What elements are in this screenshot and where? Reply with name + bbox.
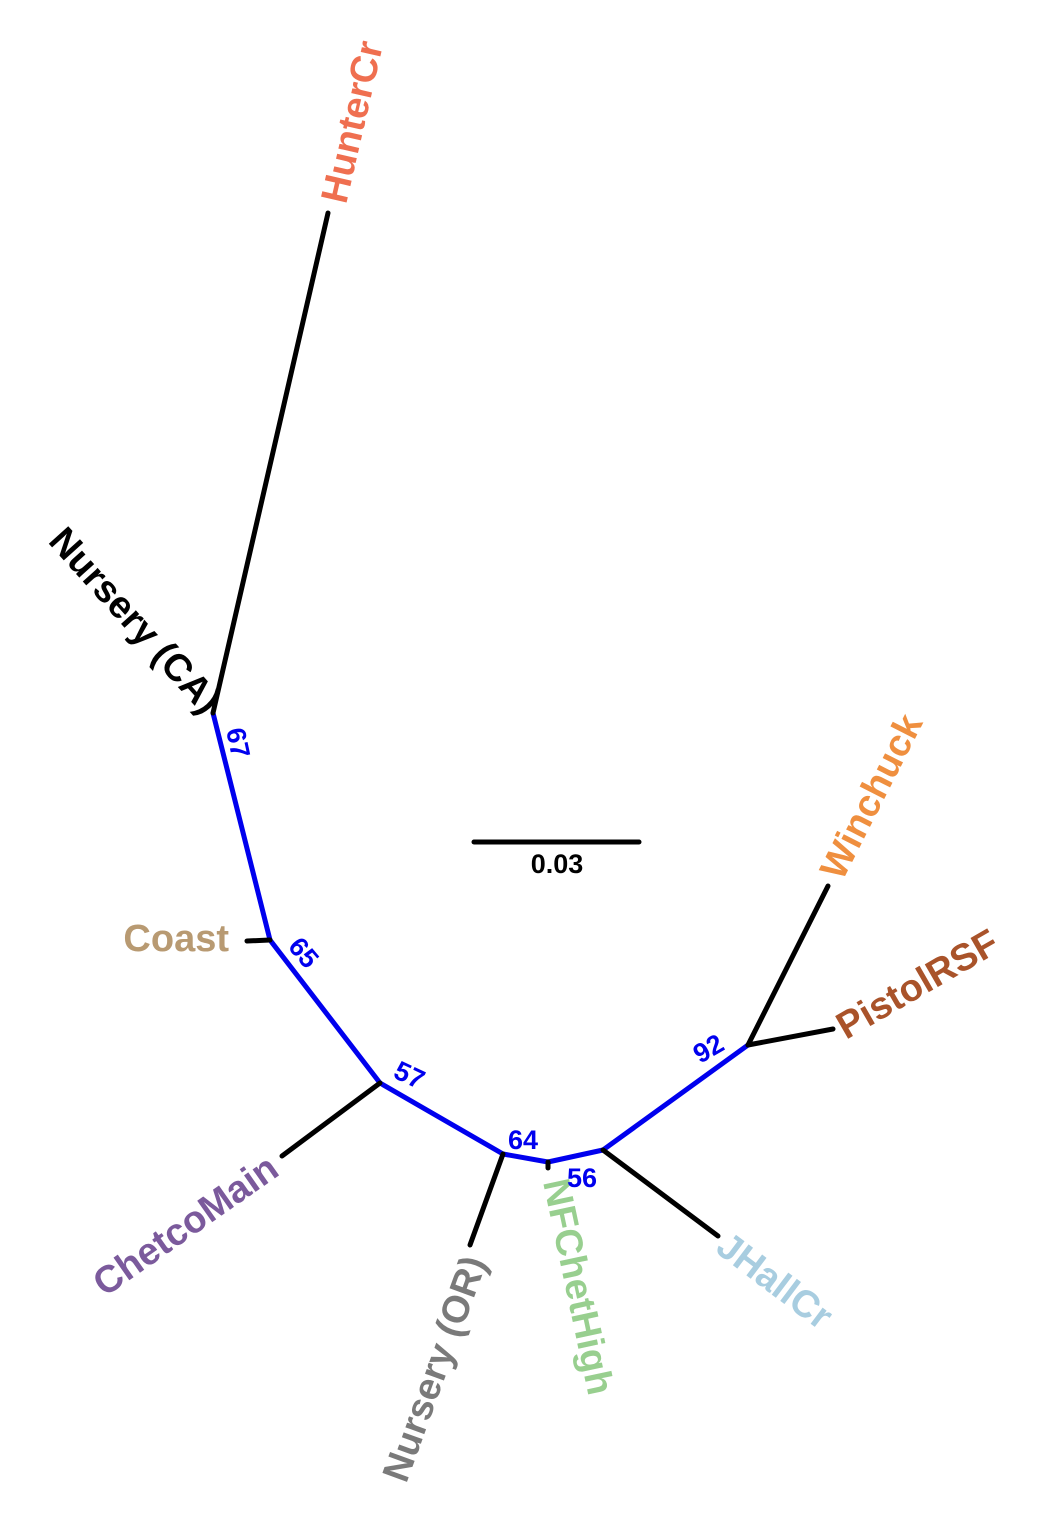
branch-n65-n57 [267,937,383,1086]
tip-label-pistolrsf: PistolRSF [830,922,1006,1048]
branch-n56-n56b [545,1147,606,1165]
scale-bar-label: 0.03 [531,849,584,879]
support-value-n64: 64 [508,1125,538,1155]
tip-label-nursery-or: Nursery (OR) [375,1251,495,1488]
tip-label-nfchethigh: NFChetHigh [534,1175,621,1398]
support-value-n56: 56 [567,1163,597,1193]
branch-n67-n65 [210,710,273,943]
tip-label-huntercr: HunterCr [314,37,392,207]
scale-bar: 0.03 [471,839,642,879]
branch-huntercr [210,210,331,716]
tip-label-coast: Coast [123,918,229,960]
tip-label-winchuck: Winchuck [813,707,932,886]
branch-jhallcr [600,1147,721,1239]
tip-label-chetcomain: ChetcoMain [86,1147,287,1305]
terminal-branches [210,210,836,1248]
branch-n56b-n92 [600,1042,751,1153]
branch-nursery-or [467,1151,506,1248]
tip-label-nursery-ca: Nursery (CA) [40,520,228,722]
tip-labels: HunterCr Nursery (CA) Coast ChetcoMain N… [40,37,1005,1487]
branch-pistolrsf [745,1026,836,1048]
backbone-branches [210,710,751,1165]
branch-chetcomain [279,1080,383,1159]
tip-label-jhallcr: JHallCr [709,1225,841,1339]
branch-coast [244,937,273,944]
support-values: 67 65 57 64 56 92 [220,725,729,1193]
branch-n64-n56 [500,1151,551,1165]
support-value-n67: 67 [220,725,256,761]
branch-n57-n64 [377,1080,506,1157]
branch-winchuck [745,883,831,1048]
